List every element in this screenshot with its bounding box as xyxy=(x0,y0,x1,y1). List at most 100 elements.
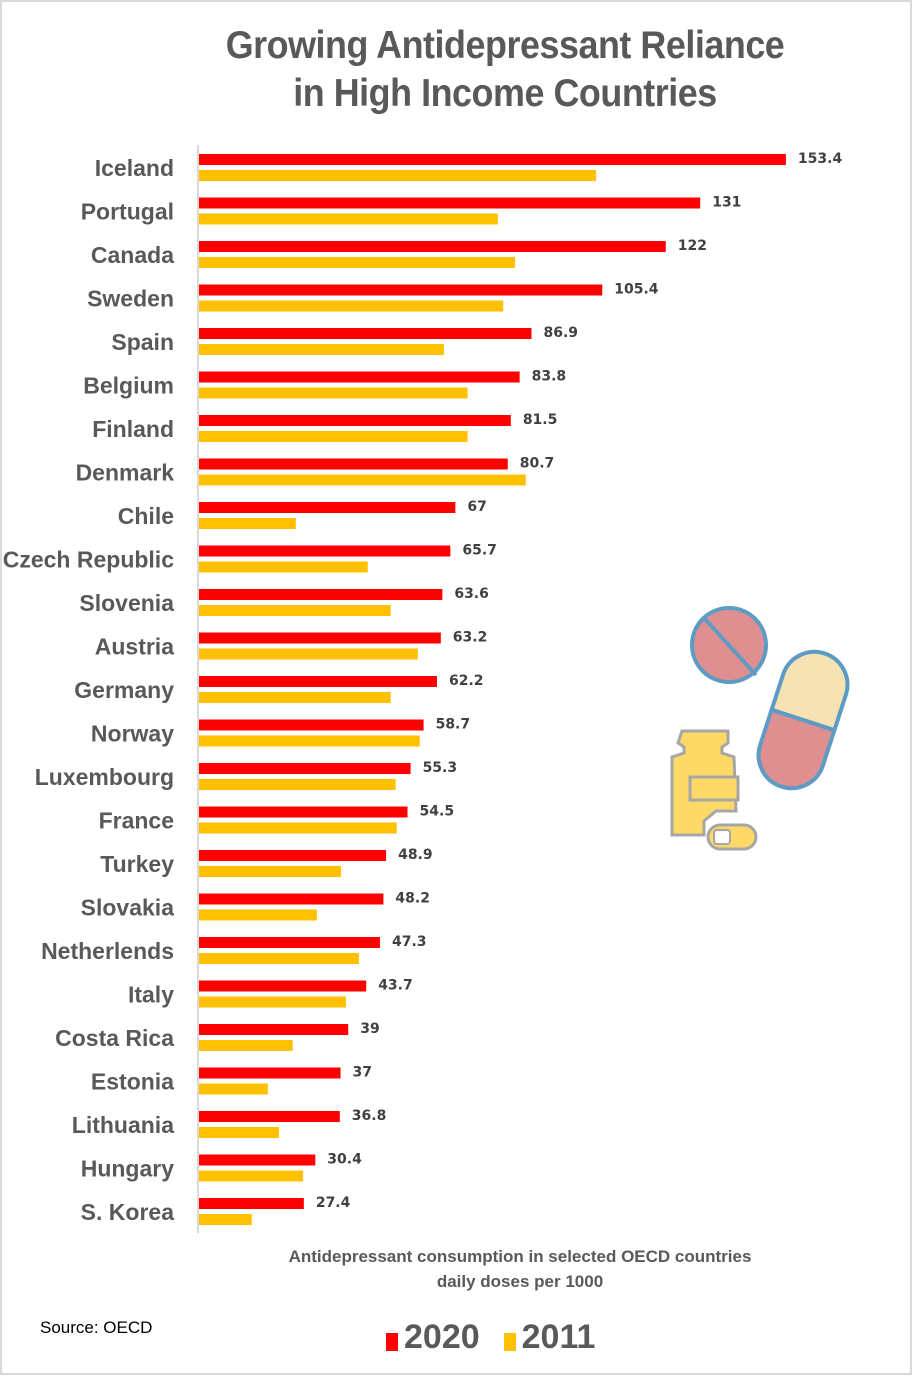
data-label-2020-spain: 86.9 xyxy=(543,325,578,341)
category-label-france: France xyxy=(99,808,174,834)
bar-2020-norway xyxy=(199,719,424,731)
legend-swatch-2020 xyxy=(386,1332,398,1351)
legend-swatch-2011 xyxy=(503,1332,516,1351)
data-label-2020-costa-rica: 39 xyxy=(360,1021,379,1037)
bars-group: Iceland 153.4 Portugal 131 Canada 122 Sweden 10… xyxy=(3,151,843,1225)
bar-2020-netherlends xyxy=(199,937,380,948)
data-label-2020-finland: 81.5 xyxy=(523,412,558,428)
category-label-canada: Canada xyxy=(91,242,174,268)
category-label-costa-rica: Costa Rica xyxy=(55,1025,174,1051)
category-label-portugal: Portugal xyxy=(81,199,174,225)
category-label-lithuania: Lithuania xyxy=(72,1112,174,1138)
data-label-2020-hungary: 30.4 xyxy=(327,1152,362,1168)
bar-2011-spain xyxy=(199,344,444,355)
bar-2020-s-korea xyxy=(199,1198,304,1209)
bar-2011-turkey xyxy=(199,866,341,877)
data-label-2020-sweden: 105.4 xyxy=(614,282,659,298)
bar-2020-germany xyxy=(199,676,437,687)
category-label-netherlends: Netherlends xyxy=(41,938,174,964)
data-label-2020-chile: 67 xyxy=(467,499,486,515)
source-note: Source: OECD xyxy=(40,1318,153,1337)
bar-2020-finland xyxy=(199,415,511,426)
category-label-hungary: Hungary xyxy=(81,1156,175,1182)
chart-title-line-2: in High Income Countries xyxy=(293,72,717,115)
bar-2020-slovakia xyxy=(199,893,384,905)
bar-2011-chile xyxy=(199,518,296,529)
bar-2020-chile xyxy=(199,502,456,513)
x-axis-title-line-2: daily doses per 1000 xyxy=(436,1272,604,1291)
category-label-denmark: Denmark xyxy=(76,460,175,486)
category-label-luxembourg: Luxembourg xyxy=(35,764,174,790)
legend: 2020 2011 xyxy=(386,1318,619,1357)
bar-2020-spain xyxy=(199,328,532,339)
capsule-icon xyxy=(756,649,850,791)
bar-2020-slovenia xyxy=(199,589,443,600)
data-label-2020-estonia: 37 xyxy=(353,1065,372,1081)
category-label-sweden: Sweden xyxy=(87,286,174,312)
bar-2011-hungary xyxy=(199,1170,304,1182)
category-label-spain: Spain xyxy=(111,329,174,355)
data-label-2020-turkey: 48.9 xyxy=(398,847,433,863)
bar-2011-austria xyxy=(199,648,418,660)
data-label-2020-france: 54.5 xyxy=(420,804,455,820)
data-label-2020-czech-republic: 65.7 xyxy=(462,543,497,559)
bar-2020-portugal xyxy=(199,197,701,209)
bar-2011-norway xyxy=(199,735,420,747)
bar-2020-luxembourg xyxy=(199,763,411,774)
data-label-2020-luxembourg: 55.3 xyxy=(423,760,458,776)
bar-2020-canada xyxy=(199,241,666,252)
bar-2020-france xyxy=(199,806,408,818)
round-pill-icon xyxy=(690,606,768,684)
data-label-2020-denmark: 80.7 xyxy=(520,456,555,472)
bar-2011-france xyxy=(199,822,397,834)
bar-2020-denmark xyxy=(199,458,508,470)
category-label-chile: Chile xyxy=(118,503,174,529)
legend-item-2011: 2011 xyxy=(503,1318,595,1357)
data-label-2020-slovakia: 48.2 xyxy=(395,891,430,907)
bar-2011-lithuania xyxy=(199,1127,279,1138)
bar-2020-sweden xyxy=(199,284,603,296)
bar-2011-finland xyxy=(199,431,468,442)
category-label-austria: Austria xyxy=(95,634,174,660)
bar-2011-germany xyxy=(199,692,391,703)
bar-2011-italy xyxy=(199,996,346,1008)
bar-2011-s-korea xyxy=(199,1214,252,1225)
bar-2020-costa-rica xyxy=(199,1024,349,1035)
bar-2020-hungary xyxy=(199,1154,316,1166)
pill-bottle-icon xyxy=(670,729,758,851)
data-label-2020-italy: 43.7 xyxy=(378,978,413,994)
data-label-2020-belgium: 83.8 xyxy=(532,369,567,385)
bar-2020-turkey xyxy=(199,850,387,861)
category-label-finland: Finland xyxy=(92,416,174,442)
category-label-s-korea: S. Korea xyxy=(81,1199,175,1225)
chart-title: Growing Antidepressant Reliance in High … xyxy=(132,22,877,118)
bar-2011-czech-republic xyxy=(199,561,368,573)
x-axis-title-line-1: Antidepressant consumption in selected O… xyxy=(288,1247,752,1266)
category-label-czech-republic: Czech Republic xyxy=(3,547,174,573)
bar-2011-belgium xyxy=(199,387,468,399)
bar-2011-luxembourg xyxy=(199,779,396,790)
category-label-turkey: Turkey xyxy=(100,851,174,877)
category-label-belgium: Belgium xyxy=(83,373,174,399)
data-label-2020-portugal: 131 xyxy=(712,195,741,211)
category-label-iceland: Iceland xyxy=(95,155,174,181)
bar-2011-costa-rica xyxy=(199,1040,293,1051)
bar-2011-slovenia xyxy=(199,605,391,616)
data-label-2020-lithuania: 36.8 xyxy=(352,1108,387,1124)
bar-2011-estonia xyxy=(199,1083,268,1095)
x-axis-title: Antidepressant consumption in selected O… xyxy=(200,1244,840,1294)
legend-label-2020: 2020 xyxy=(404,1318,480,1356)
category-label-slovenia: Slovenia xyxy=(79,590,174,616)
data-label-2020-iceland: 153.4 xyxy=(798,151,843,167)
data-label-2020-austria: 63.2 xyxy=(453,630,488,646)
data-label-2020-slovenia: 63.6 xyxy=(454,586,489,602)
bar-2020-italy xyxy=(199,980,367,992)
bar-2011-denmark xyxy=(199,474,526,486)
data-label-2020-canada: 122 xyxy=(678,238,707,254)
bar-2011-portugal xyxy=(199,213,498,225)
bar-2011-netherlends xyxy=(199,953,359,964)
bar-2020-estonia xyxy=(199,1067,341,1079)
category-label-slovakia: Slovakia xyxy=(81,895,175,921)
bar-2020-lithuania xyxy=(199,1111,340,1122)
